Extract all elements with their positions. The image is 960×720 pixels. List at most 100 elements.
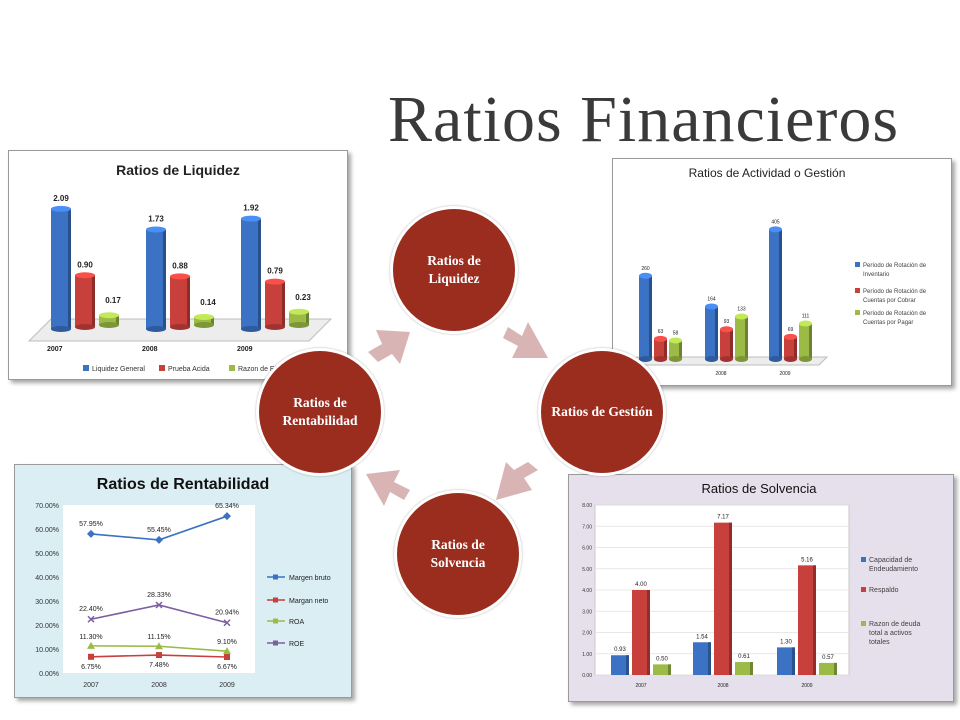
bar-actividad-2-2-base	[799, 356, 812, 362]
bar-solvencia-0-1	[693, 642, 711, 675]
legend-rentabilidad-label-3: ROE	[289, 641, 305, 648]
bar-liquidez-1-0-top	[75, 272, 95, 279]
tick-actividad-2: 2009	[779, 371, 790, 377]
xtick-rentabilidad-1: 2008	[151, 682, 167, 689]
label-liquidez-2-1: 0.14	[200, 298, 216, 307]
bar-liquidez-2-2-shade	[306, 311, 309, 325]
label-rentabilidad-3-2: 20.94%	[215, 610, 239, 617]
legend-liquidez-swatch-1	[159, 365, 165, 371]
bar-liquidez-1-2-shade	[282, 281, 285, 327]
bar-liquidez-1-1	[170, 276, 190, 327]
bar-actividad-1-2-top	[784, 333, 797, 340]
label-liquidez-1-0: 0.90	[77, 260, 93, 269]
bar-actividad-1-0	[654, 338, 667, 359]
label-solvencia-1-2: 5.16	[801, 557, 813, 563]
label-liquidez-0-2: 1.92	[243, 204, 259, 213]
label-rentabilidad-3-0: 22.40%	[79, 606, 103, 613]
bar-actividad-2-1	[735, 316, 748, 359]
bar-liquidez-1-2	[265, 281, 285, 327]
label-rentabilidad-1-0: 6.75%	[81, 664, 101, 671]
bar-liquidez-1-0	[75, 275, 95, 327]
legend-liquidez-label-0: Liquidez General	[92, 366, 145, 373]
bar-liquidez-0-0	[51, 208, 71, 329]
marker-rentabilidad-0-0	[87, 529, 95, 538]
label-actividad-2-0: 58	[673, 330, 679, 336]
label-rentabilidad-0-1: 55.45%	[147, 527, 171, 534]
legend-solvencia-label-2: Razon de deuda total a activos totales	[869, 621, 920, 646]
label-rentabilidad-0-0: 57.95%	[79, 521, 103, 528]
bar-solvencia-shade-2-0	[668, 664, 671, 675]
bar-actividad-0-1-base	[705, 356, 718, 362]
bar-actividad-2-1-top	[735, 313, 748, 320]
bar-actividad-0-2-shade	[779, 229, 782, 359]
legend-solvencia-label-1: Respaldo	[869, 587, 899, 594]
bar-actividad-2-0-base	[669, 356, 682, 362]
bar-liquidez-0-2-base	[241, 326, 261, 332]
bar-solvencia-shade-2-2	[834, 662, 837, 675]
legend-rentabilidad-label-1: Margan neto	[289, 598, 328, 605]
chart-liquidez-title: Ratios de Liquidez	[116, 162, 240, 178]
bar-actividad-1-1-base	[720, 356, 733, 362]
bar-liquidez-2-0-shade	[116, 315, 119, 325]
label-rentabilidad-0-2: 65.34%	[215, 503, 239, 510]
tick-liquidez-0: 2007	[47, 346, 63, 353]
label-liquidez-2-0: 0.17	[105, 296, 121, 305]
chart-rentabilidad: Ratios de Rentabilidad 0.00% 10.00% 20.00% 3…	[35, 476, 331, 689]
bar-actividad-0-0	[639, 275, 652, 359]
marker-rentabilidad-1-2	[224, 653, 230, 660]
bar-actividad-2-1-base	[735, 356, 748, 362]
cycle-item-rentabilidad-label: Ratios de Rentabilidad	[282, 395, 358, 428]
cycle-item-gestion: Ratios de Gestión	[538, 348, 666, 476]
cycle-item-liquidez-label: Ratios de Liquidez	[427, 253, 481, 286]
label-solvencia-2-1: 0.61	[738, 654, 750, 660]
bar-actividad-2-1-shade	[745, 316, 748, 359]
bar-liquidez-2-0-base	[99, 322, 119, 328]
legend-liquidez-label-1: Prueba Acida	[168, 366, 210, 373]
bar-liquidez-0-2-shade	[258, 218, 261, 329]
bar-liquidez-1-0-base	[75, 324, 95, 330]
xtick-solvencia-0: 2007	[635, 683, 646, 689]
bar-actividad-2-0-top	[669, 337, 682, 344]
label-liquidez-1-1: 0.88	[172, 261, 188, 270]
bar-solvencia-shade-1-2	[813, 565, 816, 675]
legend-actividad-label-0: Período de Rotación de Inventario	[863, 263, 927, 278]
xtick-solvencia-1: 2008	[717, 683, 728, 689]
cycle-arrow-2	[496, 462, 538, 500]
xtick-rentabilidad-0: 2007	[83, 682, 99, 689]
tick-liquidez-1: 2008	[142, 346, 158, 353]
legend-rentabilidad-label-0: Margen bruto	[289, 575, 331, 582]
bar-actividad-1-0-shade	[664, 338, 667, 359]
bar-liquidez-2-0	[99, 315, 119, 325]
bar-liquidez-1-2-top	[265, 278, 285, 285]
legend-rentabilidad-marker-2	[273, 618, 278, 624]
marker-rentabilidad-0-1	[155, 535, 163, 544]
legend-rentabilidad-marker-1	[273, 597, 278, 603]
legend-rentabilidad-label-2: ROA	[289, 619, 305, 626]
legend-actividad-swatch-0	[855, 262, 860, 267]
chart-rentabilidad-title: Ratios de Rentabilidad	[97, 476, 269, 493]
chart-solvencia-title: Ratios de Solvencia	[702, 481, 818, 496]
bar-liquidez-2-2	[289, 311, 309, 325]
xtick-solvencia-2: 2009	[801, 683, 812, 689]
legend-actividad-swatch-1	[855, 288, 860, 293]
legend-liquidez-label-2: Razon de Efect	[238, 366, 286, 373]
legend-rentabilidad-marker-0	[273, 574, 278, 580]
cycle-arrow-3	[366, 470, 410, 506]
bar-actividad-0-2	[769, 229, 782, 359]
bar-liquidez-0-2	[241, 218, 261, 329]
legend-solvencia-label-0: Capacidad de Endeudamiento	[869, 557, 918, 573]
bar-liquidez-0-0-shade	[68, 208, 71, 329]
bar-solvencia-0-2	[777, 647, 795, 675]
bar-actividad-0-2-base	[769, 356, 782, 362]
bar-liquidez-1-1-base	[170, 324, 190, 330]
label-actividad-0-2: 405	[771, 219, 780, 225]
ytick-rentabilidad-4: 40.00%	[35, 575, 59, 582]
chart-solvencia-panel: Ratios de Solvencia 0.00 1.00 2.00 3.00 4.00 5…	[568, 474, 954, 702]
label-rentabilidad-2-1: 11.15%	[147, 634, 170, 641]
label-actividad-2-2: 111	[802, 313, 810, 319]
bar-liquidez-0-0-base	[51, 326, 71, 332]
bar-solvencia-shade-1-0	[647, 590, 650, 675]
label-actividad-1-2: 69	[788, 327, 794, 333]
chart-solvencia: Ratios de Solvencia 0.00 1.00 2.00 3.00 4.00 5…	[582, 481, 920, 689]
bar-actividad-1-0-top	[654, 335, 667, 342]
